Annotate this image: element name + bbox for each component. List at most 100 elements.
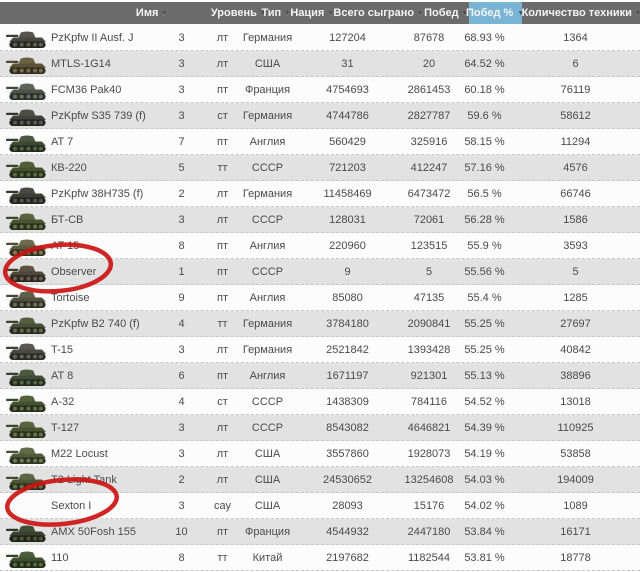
tank-name[interactable]: M22 Locust (51, 447, 108, 460)
tank-level: 3 (178, 499, 185, 512)
tank-type: пт (217, 291, 228, 304)
vehicle-count: 5 (572, 265, 579, 278)
table-row[interactable]: T-15 3 лт Германия 2521842 1393428 55.25… (0, 337, 640, 363)
vehicle-count: 66746 (560, 187, 591, 200)
sort-icon: ♦ (418, 8, 423, 17)
total-played: 8543082 (326, 421, 369, 434)
tank-name[interactable]: T-15 (51, 343, 74, 356)
tank-type: пт (217, 135, 228, 148)
wins: 123515 (410, 239, 448, 252)
tank-nation: СССР (251, 265, 284, 278)
table-row[interactable]: T-127 3 лт СССР 8543082 4646821 54.39 % … (0, 415, 640, 441)
win-rate: 55.25 % (464, 343, 505, 356)
tank-icon (6, 442, 48, 466)
tank-type: ст (217, 395, 228, 408)
tank-name[interactable]: Sexton I (51, 499, 92, 512)
total-played: 85080 (332, 291, 363, 304)
tank-level: 1 (178, 265, 185, 278)
table-row[interactable]: PzKpfw II Ausf. J 3 лт Германия 127204 8… (0, 25, 640, 51)
tank-icon (6, 104, 48, 128)
table-row[interactable]: FCM36 Pak40 3 пт Франция 4754693 2861453… (0, 77, 640, 103)
table-row[interactable]: Sexton I 3 сау США 28093 15176 54.02 % 1… (0, 493, 640, 519)
total-played: 2197682 (326, 551, 369, 564)
win-rate: 53.81 % (464, 551, 505, 564)
table-row[interactable]: БТ-СВ 3 лт СССР 128031 72061 56.28 % 158… (0, 207, 640, 233)
column-header-pct[interactable]: Побед % ▼ (465, 2, 525, 24)
tank-name[interactable]: КВ-220 (51, 161, 87, 174)
sort-icon: ♦ (462, 8, 467, 17)
column-header-count[interactable]: Количество техники ♦ (522, 2, 640, 24)
table-row[interactable]: AT 15 8 пт Англия 220960 123515 55.9 % 3… (0, 233, 640, 259)
wins: 412247 (410, 161, 448, 174)
tank-type: тт (217, 161, 228, 174)
tank-type: пт (217, 525, 228, 538)
tank-icon (6, 312, 48, 336)
column-header-label: Количество техники (521, 7, 632, 19)
column-header-type[interactable]: Тип ♦ (261, 2, 289, 24)
column-header-nation[interactable]: Нация ♦ (289, 2, 333, 24)
tank-name[interactable]: AMX 50Fosh 155 (51, 525, 136, 538)
vehicle-count: 38896 (560, 369, 591, 382)
tank-name[interactable]: AT 7 (51, 135, 74, 148)
vehicle-count: 6 (572, 57, 579, 70)
tank-name[interactable]: Tortoise (51, 291, 90, 304)
table-row[interactable]: AT 7 7 пт Англия 560429 325916 58.15 % 1… (0, 129, 640, 155)
column-header-label: Уровень (210, 7, 257, 19)
wins: 2827787 (407, 109, 451, 122)
win-rate: 56.5 % (467, 187, 502, 200)
table-row[interactable]: AT 8 6 пт Англия 1671197 921301 55.13 % … (0, 363, 640, 389)
total-played: 4744786 (326, 109, 369, 122)
table-row[interactable]: M22 Locust 3 лт США 3557860 1928073 54.1… (0, 441, 640, 467)
vehicle-count: 76119 (560, 83, 591, 96)
table-row[interactable]: PzKpfw B2 740 (f) 4 тт Германия 3784180 … (0, 311, 640, 337)
tank-level: 8 (178, 239, 185, 252)
tank-name[interactable]: PzKpfw S35 739 (f) (51, 109, 146, 122)
table-row[interactable]: T2 Light Tank 2 лт США 24530652 13254608… (0, 467, 640, 493)
vehicle-count: 40842 (560, 343, 591, 356)
table-row[interactable]: PzKpfw S35 739 (f) 3 ст Германия 4744786… (0, 103, 640, 129)
column-header-name[interactable]: Имя ♦ (0, 2, 214, 24)
tank-name[interactable]: T2 Light Tank (51, 473, 117, 486)
wins: 5 (425, 265, 433, 278)
tank-name[interactable]: БТ-СВ (51, 213, 84, 226)
wins: 72061 (413, 213, 445, 226)
tank-name[interactable]: MTLS-1G14 (51, 57, 111, 70)
table-row[interactable]: Tortoise 9 пт Англия 85080 47135 55.4 % … (0, 285, 640, 311)
tank-nation: Германия (242, 317, 293, 330)
total-played: 1671197 (326, 369, 369, 382)
sort-descending-icon: ▼ (517, 9, 525, 17)
tank-icon (6, 468, 48, 492)
win-rate: 54.02 % (464, 499, 505, 512)
column-header-total[interactable]: Всего сыграно ♦ (333, 2, 422, 24)
tank-name[interactable]: PzKpfw 38H735 (f) (51, 187, 144, 200)
vehicle-count: 58612 (560, 109, 591, 122)
tank-name[interactable]: PzKpfw B2 740 (f) (51, 317, 140, 330)
tank-name[interactable]: AT 15 (51, 239, 80, 252)
tank-icon (6, 520, 48, 544)
total-played: 220960 (329, 239, 366, 252)
table-row[interactable]: Observer 1 пт СССР 9 5 55.56 % 5 (0, 259, 640, 285)
tank-name[interactable]: PzKpfw II Ausf. J (51, 31, 134, 44)
vehicle-count: 13018 (560, 395, 591, 408)
table-row[interactable]: MTLS-1G14 3 лт США 31 20 64.52 % 6 (0, 51, 640, 77)
tank-name[interactable]: AT 8 (51, 369, 74, 382)
tank-name[interactable]: T-127 (51, 421, 80, 434)
tank-type: лт (216, 473, 229, 486)
table-row[interactable]: КВ-220 5 тт СССР 721203 412247 57.16 % 4… (0, 155, 640, 181)
sort-icon: ♦ (285, 8, 290, 17)
wins: 1393428 (407, 343, 451, 356)
table-row[interactable]: A-32 4 ст СССР 1438309 784116 54.52 % 13… (0, 389, 640, 415)
column-header-label: Побед % (465, 7, 514, 19)
total-played: 560429 (329, 135, 366, 148)
column-header-wins[interactable]: Побед ♦ (422, 2, 468, 24)
tank-name[interactable]: A-32 (51, 395, 75, 408)
tank-icon (6, 130, 48, 154)
table-row[interactable]: AMX 50Fosh 155 10 пт Франция 4544932 244… (0, 519, 640, 545)
tank-name[interactable]: FCM36 Pak40 (51, 83, 122, 96)
tank-name[interactable]: Observer (51, 265, 97, 278)
table-row[interactable]: 110 8 тт Китай 2197682 1182544 53.81 % 1… (0, 545, 640, 571)
column-header-level[interactable]: Уровень ♦ (210, 2, 265, 24)
table-row[interactable]: PzKpfw 38H735 (f) 2 лт Германия 11458469… (0, 181, 640, 207)
tank-name[interactable]: 110 (51, 551, 69, 564)
